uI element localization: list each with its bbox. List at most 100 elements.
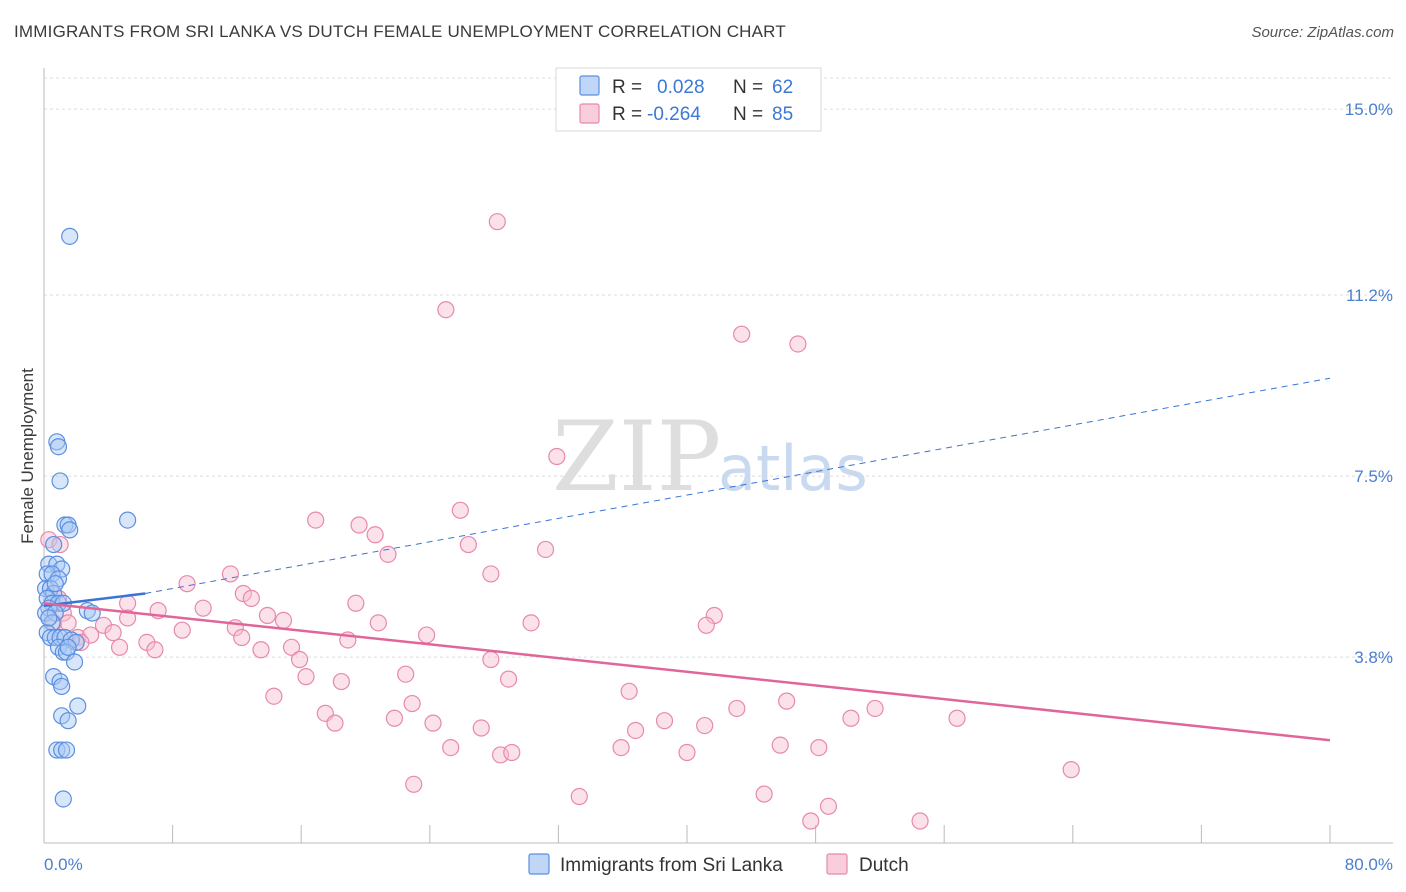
sri-lanka-point: [57, 741, 76, 759]
y-tick-label: 15.0%: [1345, 100, 1393, 119]
dutch-point: [570, 787, 588, 806]
chart-title: IMMIGRANTS FROM SRI LANKA VS DUTCH FEMAL…: [14, 22, 786, 41]
legend-n-value-sri-lanka: 62: [772, 77, 793, 98]
bottom-legend-swatch-sri-lanka: [528, 853, 550, 875]
dutch-point: [350, 516, 368, 534]
dutch-point: [819, 797, 838, 815]
dutch-point: [948, 709, 966, 727]
axes: [43, 68, 1393, 844]
sri-lanka-point: [49, 438, 68, 456]
dutch-point: [274, 611, 293, 629]
sri-lanka-points: [37, 227, 137, 808]
sri-lanka-point: [54, 790, 72, 808]
dutch-point: [771, 736, 789, 754]
dutch-point: [369, 614, 387, 632]
sri-lanka-point: [45, 535, 63, 554]
chart-source: Source: ZipAtlas.com: [1251, 24, 1394, 41]
watermark-atlas: atlas: [718, 432, 868, 505]
dutch-point: [733, 325, 751, 343]
gridlines: [44, 77, 1393, 658]
dutch-point: [728, 699, 746, 718]
dutch-point: [424, 714, 442, 732]
sri-lanka-point: [53, 741, 71, 759]
dutch-point: [522, 614, 540, 632]
dutch-point: [110, 638, 129, 656]
dutch-point: [1062, 761, 1080, 779]
bottom-legend-swatch-dutch: [826, 853, 848, 875]
sri-lanka-point: [51, 472, 69, 490]
series-legend: Immigrants from Sri Lanka Dutch: [528, 853, 909, 876]
sri-lanka-point: [118, 511, 137, 529]
dutch-point: [451, 501, 469, 519]
trendlines: [43, 377, 1331, 742]
sri-lanka-point: [53, 677, 71, 696]
x-tick-label-min: 0.0%: [44, 855, 83, 874]
dutch-point: [385, 709, 404, 727]
watermark-zip: ZIP: [552, 401, 721, 513]
dutch-point: [146, 641, 164, 659]
dutch-point: [307, 511, 325, 529]
dutch-point: [397, 665, 415, 683]
legend-r-label-dutch: R =: [612, 104, 642, 125]
dutch-point: [252, 641, 270, 659]
y-tick-label: 3.8%: [1354, 648, 1393, 667]
legend-n-value-dutch: 85: [772, 104, 793, 125]
dutch-point: [482, 565, 500, 583]
dutch-points: [40, 213, 1080, 830]
dutch-point: [221, 565, 240, 583]
dutch-point: [233, 628, 251, 647]
dutch-point: [173, 621, 191, 639]
sri-lanka-point: [61, 227, 79, 245]
dutch-point: [326, 714, 344, 732]
y-tick-label: 7.5%: [1354, 467, 1393, 486]
dutch-point: [118, 594, 137, 612]
dutch-point: [482, 650, 500, 669]
dutch-point: [379, 545, 397, 563]
bottom-legend-label-sri-lanka: Immigrants from Sri Lanka: [560, 855, 783, 876]
x-tick-label-max: 80.0%: [1345, 855, 1393, 874]
dutch-point: [242, 589, 260, 607]
dutch-trendline: [43, 602, 1331, 742]
dutch-point: [118, 609, 137, 627]
sri-lanka-point: [40, 609, 58, 627]
dutch-point: [866, 699, 884, 718]
dutch-point: [696, 716, 714, 735]
sri-lanka-point: [49, 638, 68, 656]
sri-lanka-point: [41, 579, 60, 598]
dutch-point: [40, 531, 58, 549]
dutch-point: [810, 738, 828, 757]
y-tick-label: 11.2%: [1346, 286, 1393, 305]
dutch-point: [626, 721, 645, 740]
legend-swatch-sri-lanka: [579, 75, 600, 96]
dutch-point: [472, 719, 490, 737]
dutch-point: [655, 712, 674, 730]
bottom-legend-label-dutch: Dutch: [859, 855, 909, 876]
dutch-point: [104, 624, 122, 642]
dutch-point: [405, 775, 423, 793]
sri-lanka-point: [48, 741, 66, 759]
dutch-point: [755, 785, 773, 803]
legend-n-label-dutch: N =: [733, 104, 763, 125]
legend-n-label-sri-lanka: N =: [733, 77, 763, 98]
correlation-legend: R = 0.028 N = 62 R = -0.264 N = 85: [555, 67, 822, 132]
legend-box: [555, 67, 822, 132]
dutch-point: [366, 526, 384, 544]
dutch-point: [536, 540, 555, 559]
dutch-point: [194, 599, 212, 617]
sri-lanka-point: [61, 521, 79, 539]
sri-lanka-point: [46, 575, 64, 593]
dutch-point: [234, 584, 252, 603]
dutch-point: [332, 672, 350, 691]
sri-lanka-point: [59, 712, 77, 730]
dutch-point: [488, 213, 506, 231]
dutch-point: [290, 650, 309, 669]
sri-lanka-trendline: [43, 592, 146, 607]
dutch-point: [842, 709, 860, 727]
dutch-point: [265, 687, 283, 705]
dutch-point: [548, 447, 566, 466]
sri-lanka-point: [38, 624, 56, 642]
y-axis-label: Female Unemployment: [18, 368, 37, 544]
dutch-point: [437, 301, 455, 319]
dutch-point: [297, 668, 315, 686]
